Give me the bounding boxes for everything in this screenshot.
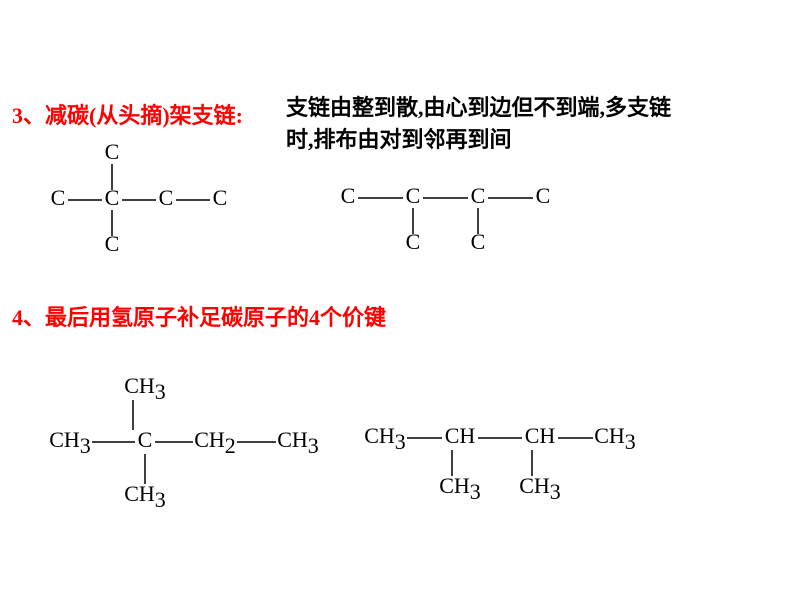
molecule-2: CCCCCC: [318, 168, 578, 268]
heading3-desc-l1: 支链由整到散,由心到边但不到端,多支链: [286, 92, 671, 124]
svg-text:C: C: [341, 183, 356, 208]
svg-text:C: C: [536, 183, 551, 208]
heading4-red-text: 4、最后用氢原子补足碳原子的4个价键: [12, 305, 386, 330]
heading3-desc-l2: 时,排布由对到邻再到间: [286, 124, 671, 156]
molecule-1: CCCCCC: [28, 134, 248, 269]
svg-text:CH3: CH3: [594, 423, 636, 454]
svg-text:C: C: [138, 427, 153, 452]
molecule-3: CH3 CH3 C CH2 CH3 CH3: [30, 368, 340, 518]
heading3-red-text: 3、减碳(从头摘)架支链:: [12, 103, 243, 128]
svg-text:CH2: CH2: [194, 427, 236, 458]
svg-text:C: C: [406, 229, 421, 254]
svg-text:CH: CH: [525, 423, 556, 448]
molecule-4: CH3 CH CH CH3 CH3 CH3: [350, 408, 660, 518]
svg-text:C: C: [105, 139, 120, 164]
heading3-red: 3、减碳(从头摘)架支链:: [12, 98, 243, 130]
svg-text:CH3: CH3: [519, 473, 561, 504]
svg-text:CH3: CH3: [364, 423, 406, 454]
svg-text:CH3: CH3: [124, 373, 166, 404]
svg-text:C: C: [105, 185, 120, 210]
svg-text:C: C: [51, 185, 66, 210]
svg-text:CH3: CH3: [49, 427, 91, 458]
svg-text:C: C: [159, 185, 174, 210]
svg-text:C: C: [471, 229, 486, 254]
svg-text:CH: CH: [445, 423, 476, 448]
svg-text:CH3: CH3: [124, 481, 166, 512]
svg-text:C: C: [213, 185, 228, 210]
heading4-red: 4、最后用氢原子补足碳原子的4个价键: [12, 300, 386, 332]
svg-text:C: C: [471, 183, 486, 208]
svg-text:C: C: [105, 231, 120, 256]
svg-text:CH3: CH3: [439, 473, 481, 504]
heading3-desc: 支链由整到散,由心到边但不到端,多支链 时,排布由对到邻再到间: [286, 92, 671, 156]
svg-text:CH3: CH3: [277, 427, 319, 458]
svg-text:C: C: [406, 183, 421, 208]
